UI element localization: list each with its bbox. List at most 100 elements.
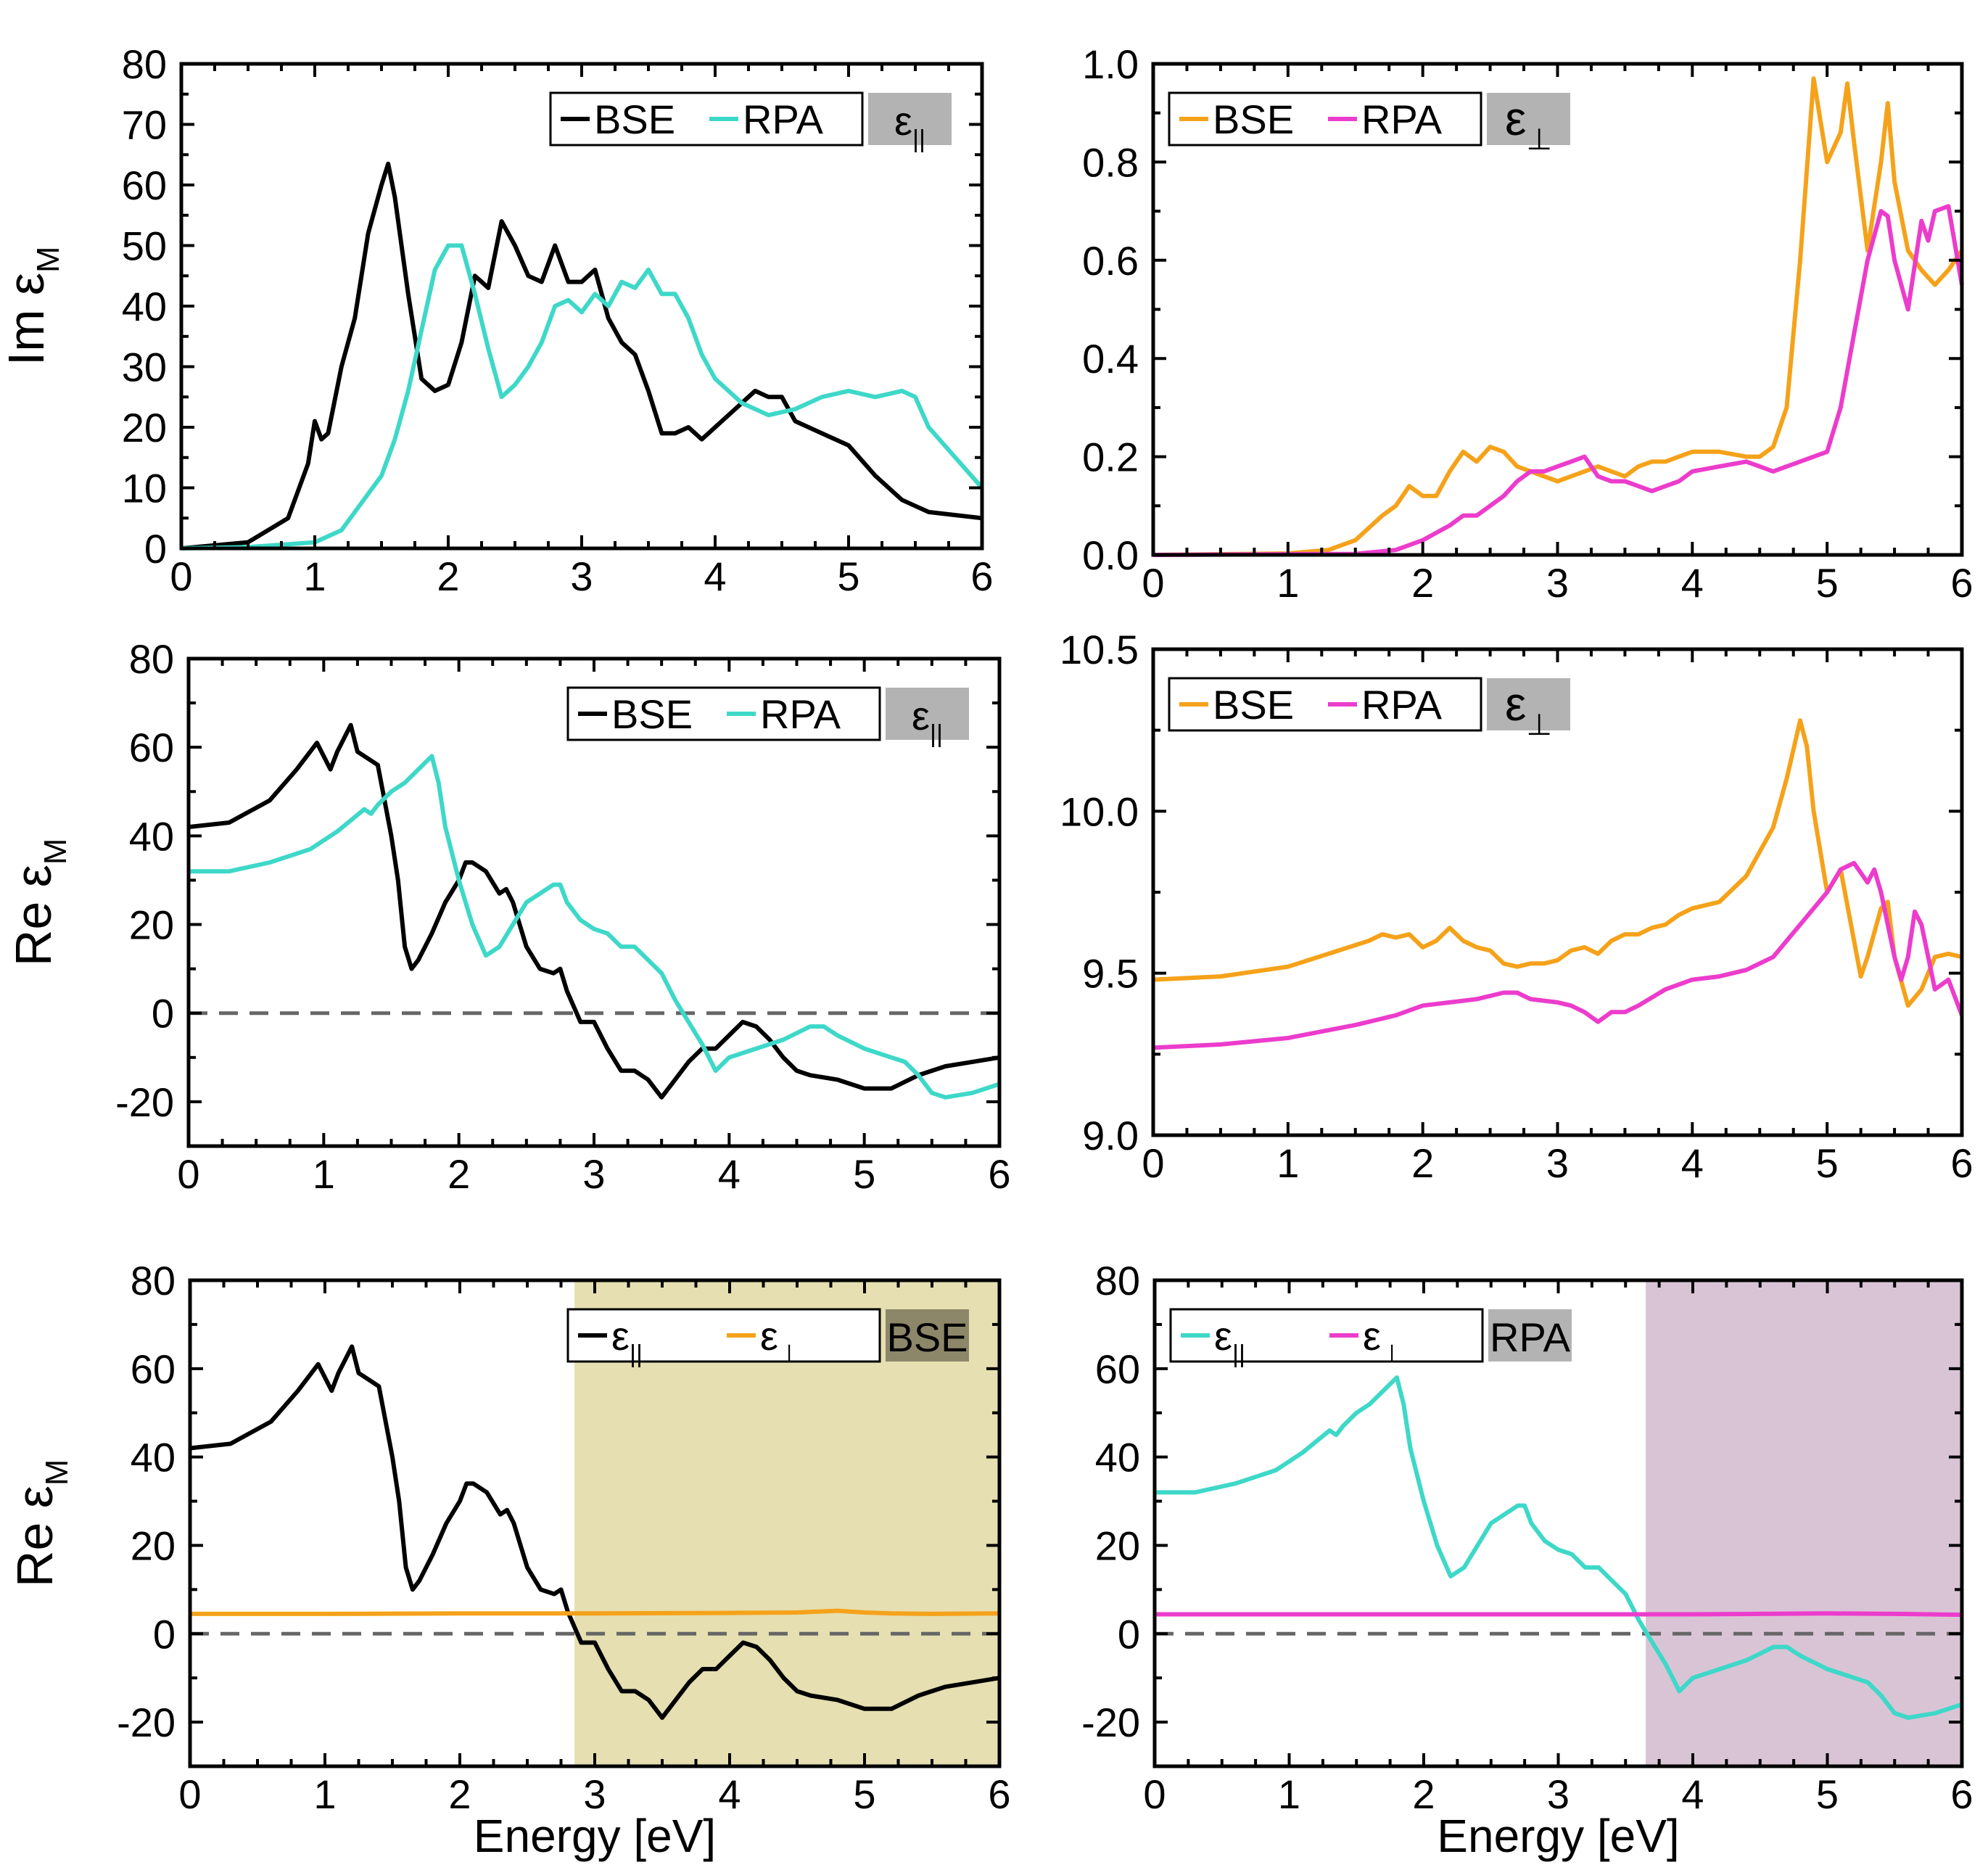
x-tick-label: 1 <box>1276 560 1299 606</box>
y-tick-label: 9.0 <box>1082 1113 1139 1158</box>
x-tick-label: 6 <box>988 1771 1010 1817</box>
x-tick-label: 4 <box>1681 560 1704 606</box>
y-tick-label: 20 <box>122 405 167 450</box>
x-tick-label: 5 <box>1816 560 1839 606</box>
legend-entry-label: ε|| <box>611 1313 643 1368</box>
y-tick-label: 50 <box>122 223 167 269</box>
y-tick-label: 80 <box>129 636 174 682</box>
y-tick-label: 40 <box>129 813 174 859</box>
shaded-region <box>1646 1280 1962 1766</box>
y-tick-label: 60 <box>129 725 174 770</box>
y-tick-label: 30 <box>122 345 167 390</box>
x-tick-label: 6 <box>988 1151 1010 1197</box>
y-tick-label: 20 <box>1095 1523 1140 1568</box>
y-tick-label: 20 <box>131 1523 176 1568</box>
x-tick-label: 0 <box>177 1151 199 1197</box>
x-tick-label: 0 <box>1142 1140 1164 1186</box>
x-tick-label: 1 <box>1276 1140 1299 1186</box>
y-tick-label: 60 <box>122 162 167 208</box>
series-line-0 <box>188 722 1000 1100</box>
x-tick-label: 2 <box>1411 560 1434 606</box>
legend-tag-bg <box>1487 678 1570 730</box>
y-tick-label: 40 <box>1095 1435 1140 1480</box>
x-tick-label: 2 <box>448 1771 471 1817</box>
y-tick-label: 0.8 <box>1082 139 1139 185</box>
y-tick-label: 10.0 <box>1060 788 1139 834</box>
y-axis-title: Re εM <box>5 839 73 966</box>
series-line-1 <box>189 754 1000 1100</box>
series-line-0 <box>1152 718 1963 1008</box>
x-tick-label: 2 <box>1412 1771 1435 1817</box>
x-tick-label: 1 <box>1278 1771 1300 1817</box>
series-line-1 <box>1152 204 1964 557</box>
legend-tag: BSE <box>886 1314 968 1360</box>
y-tick-label: 80 <box>131 1258 176 1303</box>
legend-entry-label: RPA <box>760 691 841 737</box>
x-tick-label: 3 <box>1546 560 1569 606</box>
y-tick-label: 9.5 <box>1082 951 1139 997</box>
legend-tag: ε|| <box>912 693 943 748</box>
x-tick-label: 2 <box>1411 1140 1434 1186</box>
legend-entry-label: RPA <box>1361 96 1443 142</box>
x-tick-label: 6 <box>1950 560 1973 606</box>
x-tick-label: 5 <box>1816 1771 1839 1817</box>
x-tick-label: 5 <box>853 1771 875 1817</box>
series-line-0 <box>189 1344 1000 1720</box>
legend-entry-label: BSE <box>1213 96 1294 142</box>
x-tick-label: 4 <box>718 1771 741 1817</box>
y-tick-label: 10.5 <box>1060 627 1139 672</box>
series-line-0 <box>1155 1375 1963 1720</box>
legend-box <box>1168 91 1482 147</box>
legend-tag: RPA <box>1490 1314 1571 1360</box>
legend-box <box>1169 1308 1484 1363</box>
chart-im-perp: 0 1 2 3 4 5 6 0.0 0.2 0.4 0.6 0.8 1.0 BSE RPA ε⊥ <box>1082 41 1973 606</box>
legend-entry-label: ε⊥ <box>760 1313 800 1368</box>
legend-entry-label: RPA <box>1361 682 1443 728</box>
y-tick-label: -20 <box>117 1700 176 1745</box>
x-tick-label: 6 <box>1950 1771 1973 1817</box>
series-line-1 <box>1155 1611 1963 1618</box>
legend: ε|| ε⊥ RPA <box>1169 1308 1572 1368</box>
legend: BSE RPA ε|| <box>566 686 969 748</box>
y-tick-label: 20 <box>129 902 174 948</box>
x-tick-label: 4 <box>1681 1771 1704 1817</box>
x-axis-title: Energy [eV] <box>1437 1810 1679 1862</box>
y-tick-label: 0 <box>153 1611 176 1657</box>
legend-entry-label: BSE <box>594 96 675 142</box>
legend-tag-bg <box>1487 93 1570 145</box>
y-tick-label: 0.2 <box>1082 434 1139 480</box>
y-tick-label: -20 <box>115 1079 174 1125</box>
legend-entry-label: RPA <box>743 96 824 142</box>
legend-tag-bg <box>1488 1309 1572 1362</box>
x-tick-label: 0 <box>170 553 192 599</box>
x-tick-label: 2 <box>437 553 459 599</box>
y-tick-label: 40 <box>131 1435 176 1480</box>
legend-tag: ε⊥ <box>1505 677 1552 741</box>
legend-entry-label: ε⊥ <box>1363 1313 1403 1368</box>
y-tick-label: 0 <box>152 991 174 1037</box>
legend-tag: ε⊥ <box>1505 91 1552 156</box>
legend-entry-label: ε|| <box>1214 1313 1245 1368</box>
x-tick-label: 1 <box>313 1151 335 1197</box>
y-tick-label: -20 <box>1081 1700 1140 1745</box>
y-tick-label: 10 <box>122 466 167 511</box>
legend-tag-bg <box>868 93 952 145</box>
y-tick-label: 0.6 <box>1082 238 1139 284</box>
series-line-0 <box>181 161 983 551</box>
chart-re-perp: 0 1 2 3 4 5 6 9.0 9.5 10.0 10.5 BSE RPA ε⊥ <box>1060 627 1973 1186</box>
x-tick-label: 5 <box>1816 1140 1839 1186</box>
y-axis-title: Im εM <box>0 247 66 366</box>
series-line-1 <box>190 1608 1000 1616</box>
legend-box <box>1168 677 1482 732</box>
x-tick-label: 1 <box>303 553 326 599</box>
y-tick-label: 0.4 <box>1082 336 1139 382</box>
x-tick-label: 3 <box>582 1151 605 1197</box>
x-tick-label: 5 <box>853 1151 875 1197</box>
legend-box <box>549 91 864 147</box>
legend: BSE RPA ε⊥ <box>1168 677 1570 741</box>
x-tick-label: 4 <box>718 1151 741 1197</box>
